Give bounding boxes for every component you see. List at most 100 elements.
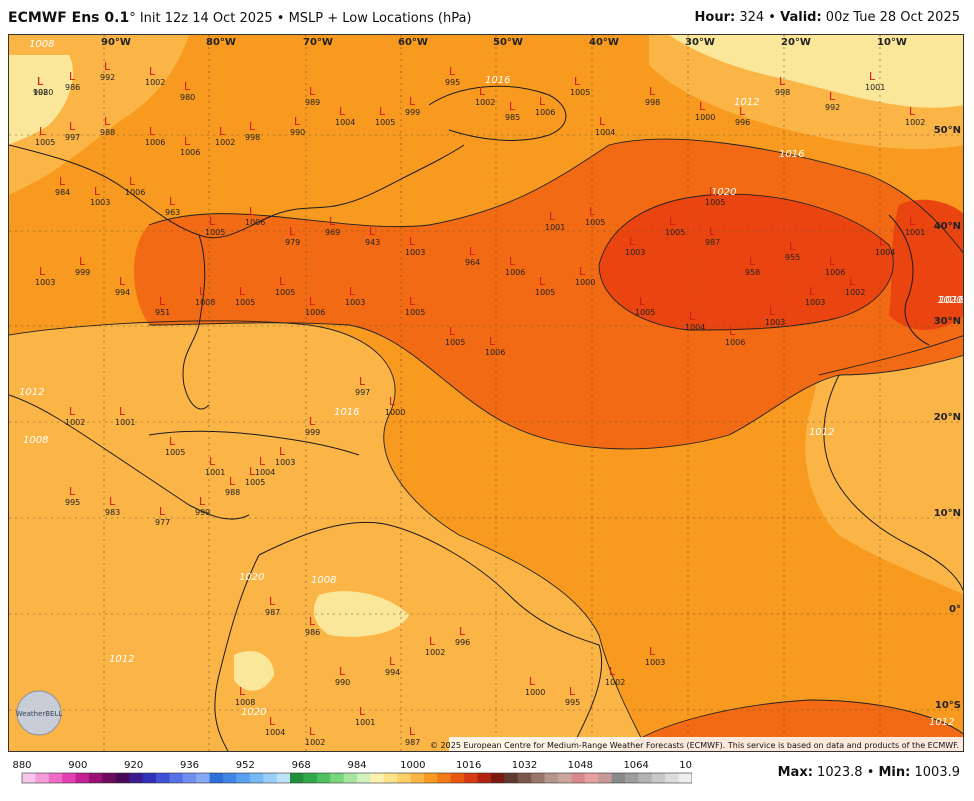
- pressure-field-1024-iberia: [889, 199, 963, 330]
- latitude-label: 0°: [949, 604, 961, 615]
- low-marker: L: [159, 295, 166, 308]
- low-pressure-value: 964: [465, 258, 480, 267]
- low-marker: L: [94, 185, 101, 198]
- low-pressure-value: 1005: [35, 138, 55, 147]
- low-pressure-value: 983: [105, 508, 120, 517]
- title: ECMWF Ens 0.1° Init 12z 14 Oct 2025 • MS…: [8, 10, 472, 26]
- low-pressure-value: 994: [385, 668, 400, 677]
- low-marker: L: [249, 205, 256, 218]
- low-pressure-value: 998: [33, 88, 48, 97]
- low-marker: L: [309, 725, 316, 738]
- isobar-label: 1012: [734, 97, 759, 108]
- low-marker: L: [199, 285, 206, 298]
- latitude-label: 50°N: [934, 125, 961, 136]
- low-marker: L: [769, 305, 776, 318]
- low-marker: L: [449, 325, 456, 338]
- low-pressure-value: 1006: [125, 188, 145, 197]
- low-pressure-value: 986: [305, 628, 320, 637]
- copyright-text: © 2025 European Centre for Medium-Range …: [430, 741, 959, 750]
- legend-tick-label: 1016: [456, 760, 481, 771]
- legend-swatch: [115, 773, 130, 783]
- low-marker: L: [199, 495, 206, 508]
- legend-swatch: [544, 773, 559, 783]
- isobar-label: 1016: [485, 75, 510, 86]
- low-pressure-value: 1005: [635, 308, 655, 317]
- latitude-label: 20°N: [934, 412, 961, 423]
- low-marker: L: [739, 105, 746, 118]
- low-marker: L: [589, 205, 596, 218]
- low-marker: L: [409, 235, 416, 248]
- legend-swatch: [196, 773, 211, 783]
- legend-canvas: 880 900 920 936 952 968 984 1000 1016 1032 1048 106…: [12, 760, 705, 784]
- low-marker: L: [469, 245, 476, 258]
- isobar-label: 1020: [241, 707, 266, 718]
- low-pressure-value: 998: [775, 88, 790, 97]
- min-value: 1003.9: [914, 765, 961, 780]
- low-marker: L: [79, 255, 86, 268]
- low-marker: L: [779, 75, 786, 88]
- legend-swatch: [517, 773, 532, 783]
- low-pressure-value: 943: [365, 238, 380, 247]
- isobar-1024: [598, 193, 894, 331]
- valid-info: Hour: 324 • Valid: 00z Tue 28 Oct 2025: [694, 10, 960, 25]
- latitude-label: 10°S: [935, 700, 961, 711]
- low-pressure-value: 1005: [535, 288, 555, 297]
- isobar-label: 1008: [23, 435, 48, 446]
- low-pressure-value: 990: [290, 128, 305, 137]
- low-marker: L: [159, 505, 166, 518]
- latitude-labels: 50°N 40°N 30°N 20°N 10°N 0° 10°S: [934, 125, 961, 711]
- low-marker: L: [789, 240, 796, 253]
- isobar-label: 1008: [29, 39, 54, 50]
- legend-tick-label: 920: [124, 760, 143, 771]
- low-marker: L: [599, 115, 606, 128]
- low-pressure-value: 1002: [905, 118, 925, 127]
- isobar-label: 1008: [311, 575, 336, 586]
- low-marker: L: [119, 405, 126, 418]
- latitude-label: 30°N: [934, 316, 961, 327]
- low-pressure-value: 1004: [685, 323, 705, 332]
- pressure-map[interactable]: 90°W 80°W 70°W 60°W 50°W 40°W 30°W 20°W 10°W 50°…: [8, 34, 964, 752]
- low-marker: L: [209, 455, 216, 468]
- low-marker: L: [829, 90, 836, 103]
- low-pressure-value: 1006: [485, 348, 505, 357]
- low-pressure-value: 988: [225, 488, 240, 497]
- low-marker: L: [309, 295, 316, 308]
- legend-swatch: [464, 773, 479, 783]
- coast-andes: [214, 554, 260, 751]
- low-marker: L: [294, 115, 301, 128]
- isobar-label: 1016: [779, 149, 804, 160]
- legend-swatch: [75, 773, 90, 783]
- legend-swatch: [638, 773, 653, 783]
- low-marker: L: [339, 105, 346, 118]
- low-marker: L: [649, 645, 656, 658]
- isobar-label: 1012: [19, 387, 44, 398]
- low-marker: L: [509, 255, 516, 268]
- isobar-label: 1020: [239, 572, 264, 583]
- low-marker: L: [489, 335, 496, 348]
- low-pressure-value: 980: [180, 93, 195, 102]
- low-marker: L: [169, 195, 176, 208]
- low-marker: L: [69, 70, 76, 83]
- low-pressure-value: 1003: [805, 298, 825, 307]
- low-pressure-value: 1005: [665, 228, 685, 237]
- low-pressure-value: 979: [285, 238, 300, 247]
- low-marker: L: [569, 685, 576, 698]
- low-marker: L: [379, 105, 386, 118]
- low-pressure-value: 1005: [405, 308, 425, 317]
- low-pressure-value: 1006: [505, 268, 525, 277]
- header-bar: ECMWF Ens 0.1° Init 12z 14 Oct 2025 • MS…: [0, 0, 974, 34]
- field-stats: Max: 1023.8 • Min: 1003.9: [778, 765, 960, 780]
- low-marker: L: [409, 725, 416, 738]
- hour-label: Hour:: [694, 10, 736, 25]
- low-marker: L: [209, 215, 216, 228]
- low-pressure-value: 1005: [585, 218, 605, 227]
- low-marker: L: [359, 705, 366, 718]
- low-pressure-value: 1003: [345, 298, 365, 307]
- low-pressure-value: 1004: [335, 118, 355, 127]
- low-pressure-value: 1002: [215, 138, 235, 147]
- low-marker: L: [669, 215, 676, 228]
- legend-swatch: [330, 773, 345, 783]
- coast-gulf: [9, 394, 250, 520]
- low-pressure-value: 997: [65, 133, 80, 142]
- low-marker: L: [549, 210, 556, 223]
